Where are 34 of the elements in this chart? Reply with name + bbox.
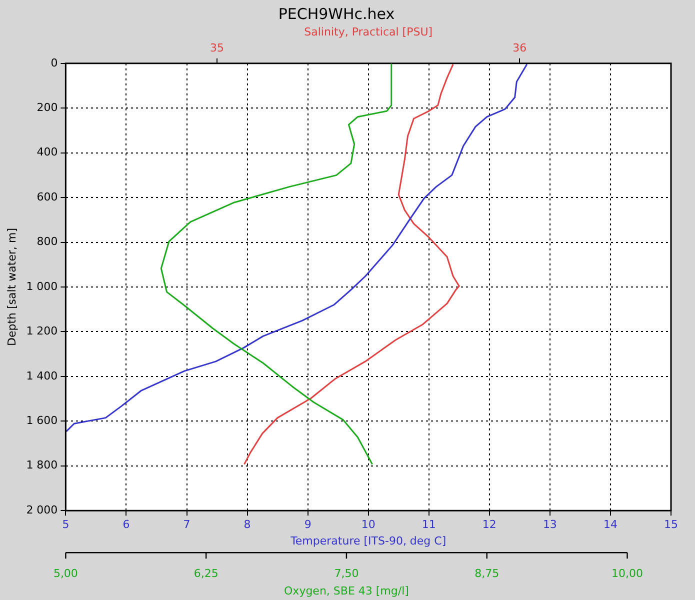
y-tick-label: 1 200 [26,324,58,338]
x-tick-label: 11 [422,518,436,532]
x-tick-label: 5 [62,518,70,532]
y-tick-label: 2 000 [26,503,58,516]
y-tick-label: 1 000 [26,280,58,293]
y-tick-label: 1 400 [26,369,58,382]
y-tick-label: 1 600 [26,414,58,428]
y-tick-label: 600 [36,190,58,204]
y-tick-label: 200 [36,100,58,114]
x-tick-label: 10,00 [612,567,644,580]
y-tick-label: 800 [36,235,58,248]
x-tick-label: 6 [122,518,130,532]
x-tick-label: 6,25 [194,567,218,580]
x2-tick-label: 36 [512,42,527,55]
y-tick-label: 1 800 [26,458,58,472]
x-axis-title: Temperature [ITS-90, deg C] [290,534,446,548]
y-tick-label: 0 [50,56,58,70]
x-tick-label: 8,75 [474,567,500,580]
x2-axis-title: Salinity, Practical [PSU] [304,25,433,38]
x-tick-label: 13 [542,518,557,532]
y-axis-title: Depth [salt water, m] [5,228,18,346]
x2-tick-label: 35 [210,42,224,55]
x-tick-label: 7,50 [334,567,359,580]
y-tick-label: 400 [36,146,58,159]
x-tick-label: 8 [244,518,251,532]
x-axis-title: Oxygen, SBE 43 [mg/l] [284,584,409,598]
x-tick-label: 7 [183,518,190,532]
x-tick-label: 12 [482,518,496,532]
x-tick-label: 10 [361,518,376,532]
chart-title: PECH9WHc.hex [278,4,395,23]
x-tick-label: 15 [664,518,678,532]
x-tick-label: 14 [603,518,618,532]
x-tick-label: 5,00 [53,567,78,580]
x-tick-label: 9 [304,518,312,532]
